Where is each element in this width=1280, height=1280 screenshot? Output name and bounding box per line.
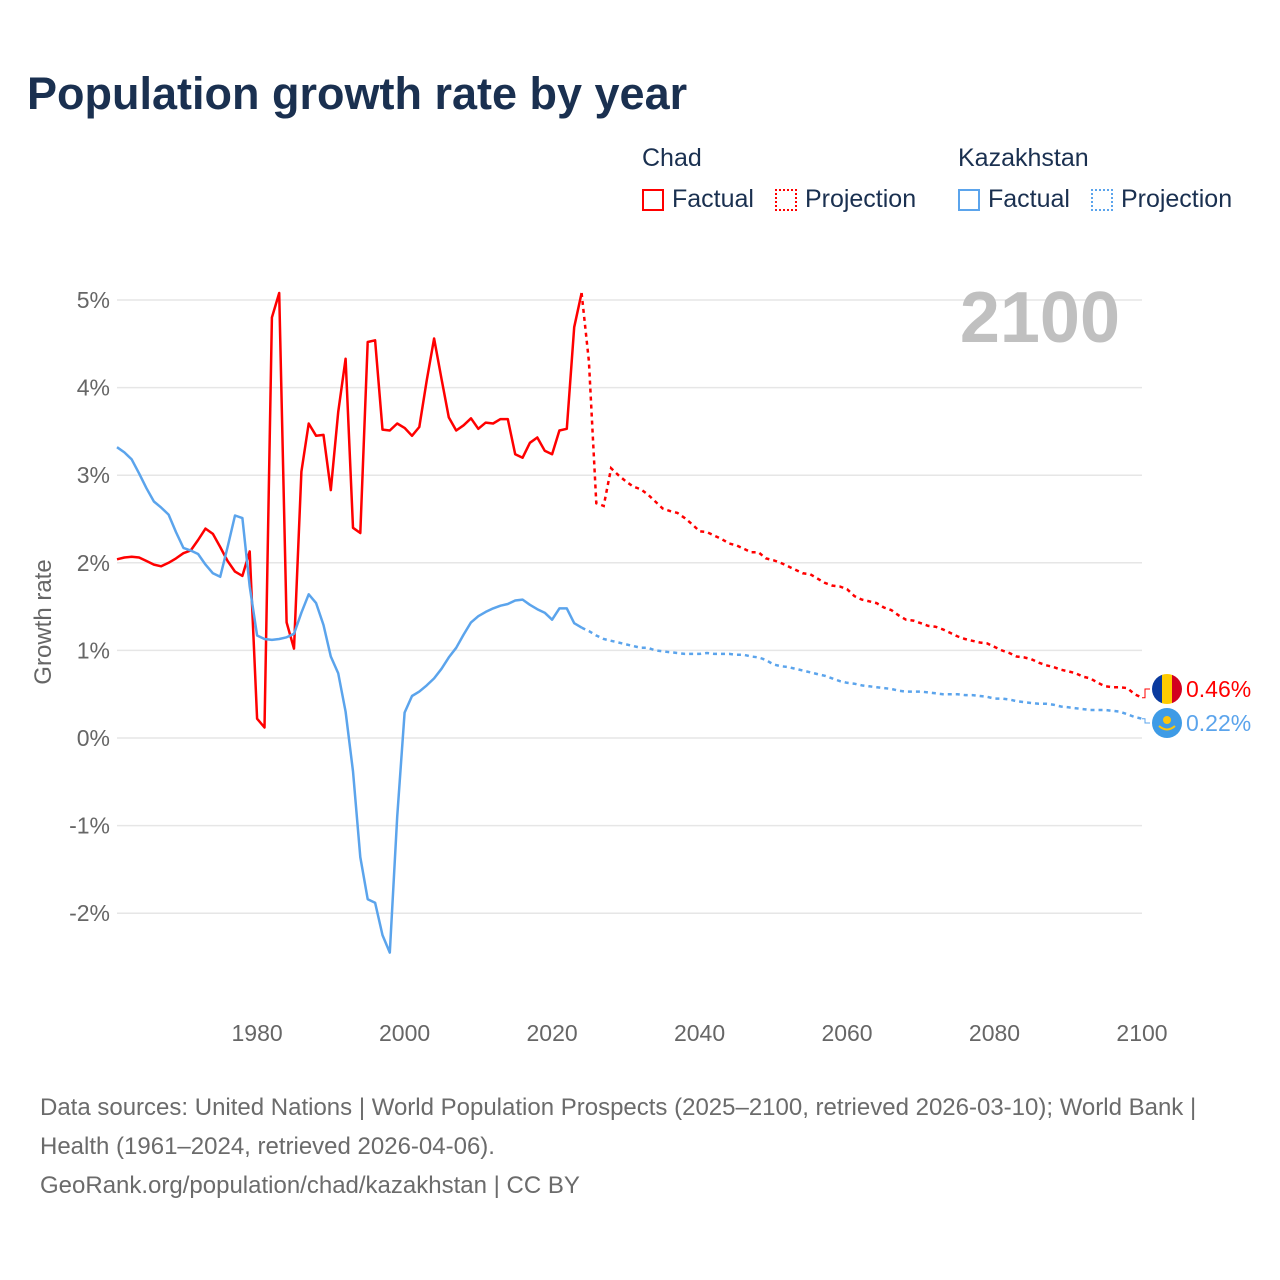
footer: Data sources: United Nations | World Pop… [40,1088,1240,1205]
x-tick-label: 2060 [821,1020,872,1046]
legend-label: Projection [804,185,917,213]
legend-chad-factual[interactable]: Factual [642,185,754,214]
flag-stripe [1162,674,1173,704]
x-tick-label: 1980 [232,1020,283,1046]
kazakhstan-flag-icon [1152,708,1182,738]
y-tick-label: 3% [77,462,110,488]
dotted-swatch-icon [1090,188,1113,211]
flag-eagle [1158,725,1176,731]
y-tick-label: 4% [77,375,110,401]
year-watermark: 2100 [960,278,1120,358]
x-tick-label: 2040 [674,1020,725,1046]
y-tick-label: 5% [77,287,110,313]
x-tick-label: 2080 [969,1020,1020,1046]
legend-label: Factual [672,185,754,213]
dotted-swatch-icon [774,188,797,211]
solid-swatch-icon [958,188,980,211]
kazakhstan-factual-line [116,446,583,954]
kazakhstan-projection-line [581,626,1143,720]
legend-label: Factual [988,185,1070,213]
legend-chad-projection[interactable]: Projection [774,185,917,214]
x-tick-label: 2100 [1116,1020,1167,1046]
chad-factual-line [116,291,583,729]
flag-stripe [1152,674,1163,704]
legend-country-label: Kazakhstan [958,144,1089,172]
y-tick-label: -2% [69,900,110,926]
x-tick-label: 2020 [526,1020,577,1046]
y-tick-label: 1% [77,637,110,663]
credit-link[interactable]: GeoRank.org/population/chad/kazakhstan |… [40,1172,580,1199]
y-tick-label: 0% [77,725,110,751]
chad-end-value: 0.46% [1186,676,1251,702]
flag-sun [1163,716,1171,724]
kazakhstan-connector [1142,718,1150,724]
chad-projection-line [580,292,1143,699]
legend-kazakhstan: Kazakhstan Factual Projection [958,144,1246,218]
legend-chad: Chad Factual Projection [642,144,930,218]
y-tick-label: 2% [77,550,110,576]
chad-flag-icon [1152,674,1182,704]
chad-connector [1142,688,1150,699]
legend-country-label: Chad [642,144,702,172]
legend-label: Projection [1120,185,1233,213]
y-tick-label: -1% [69,813,110,839]
data-sources: Data sources: United Nations | World Pop… [40,1094,1197,1160]
solid-swatch-icon [642,188,664,211]
kazakhstan-end-value: 0.22% [1186,710,1251,736]
legend-kazakhstan-factual[interactable]: Factual [958,185,1070,214]
x-tick-label: 2000 [379,1020,430,1046]
legend-kazakhstan-projection[interactable]: Projection [1090,185,1233,214]
chart-title: Population growth rate by year [27,68,688,119]
y-axis-label: Growth rate [30,559,57,684]
flag-stripe [1172,674,1182,704]
